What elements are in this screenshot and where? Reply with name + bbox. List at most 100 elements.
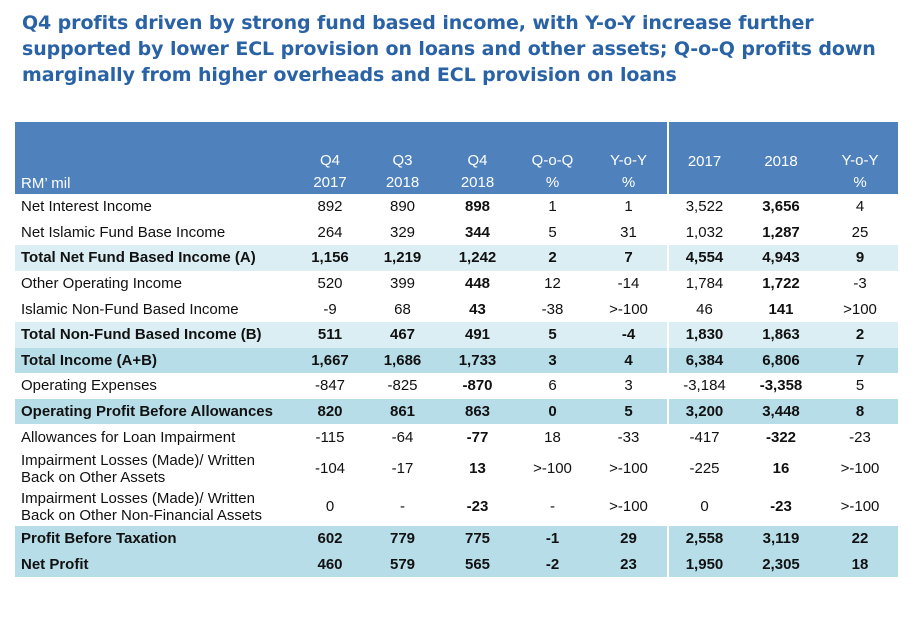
cell-value: 511 bbox=[295, 321, 365, 348]
cell-value: -825 bbox=[387, 377, 418, 395]
cell-value: 460 bbox=[295, 551, 365, 578]
row-label: Net Interest Income bbox=[21, 198, 152, 216]
row-label: Other Operating Income bbox=[21, 275, 182, 293]
table-row: Net Interest Income 892 890 898 1 1 3,522 3,656… bbox=[15, 194, 898, 220]
cell-value: 779 bbox=[365, 525, 440, 552]
slide-title: Q4 profits driven by strong fund based i… bbox=[22, 12, 876, 86]
table-row: Profit Before Taxation 602 779 775 -1 29 2,558… bbox=[15, 525, 898, 552]
cell-value: 890 bbox=[389, 198, 416, 216]
cell-value: 13 bbox=[469, 460, 486, 478]
column-header-text: Y-o-Y bbox=[841, 152, 879, 169]
cell-value: 7 bbox=[590, 245, 668, 271]
cell-value: 22 bbox=[822, 525, 898, 552]
table-row: Total Net Fund Based Income (A) 1,156 1,21… bbox=[15, 245, 898, 271]
cell-value: -64 bbox=[391, 428, 414, 446]
column-header-text: % bbox=[853, 174, 867, 191]
column-header: 2018 bbox=[740, 122, 822, 194]
financial-table: RM’ mil Q4 2017 Q3 2018 Q4 2018 Q-o-Q% Y-o-Y% 20… bbox=[15, 122, 898, 578]
cell-value: 1 bbox=[624, 198, 633, 216]
cell-value: -3,184 bbox=[667, 373, 740, 399]
cell-value: >-100 bbox=[533, 460, 572, 478]
cell-value: 264 bbox=[317, 223, 343, 241]
cell-value: 329 bbox=[389, 223, 416, 241]
table-row: Allowances for Loan Impairment -115 -64 -77… bbox=[15, 424, 898, 450]
cell-value: 775 bbox=[440, 525, 515, 552]
cell-value: 6,384 bbox=[667, 347, 740, 374]
cell-value: -115 bbox=[315, 428, 345, 446]
cell-value: 1,219 bbox=[365, 245, 440, 271]
table-row: Impairment Losses (Made)/ Written Back o… bbox=[15, 487, 898, 526]
cell-value: 399 bbox=[389, 275, 416, 293]
column-header-text: 2017 bbox=[313, 174, 347, 191]
cell-value: 5 bbox=[515, 321, 590, 348]
cell-value: >-100 bbox=[609, 460, 648, 478]
cell-value: -225 bbox=[667, 449, 740, 488]
cell-value: 4,554 bbox=[667, 245, 740, 271]
cell-value: 9 bbox=[822, 245, 898, 271]
column-header: Q-o-Q% bbox=[515, 122, 590, 194]
cell-value: -4 bbox=[590, 321, 668, 348]
row-label: Impairment Losses (Made)/ Written Back o… bbox=[21, 489, 262, 524]
unit-label: RM’ mil bbox=[15, 122, 295, 194]
cell-value: 0 bbox=[667, 487, 740, 526]
cell-value: 565 bbox=[440, 551, 515, 578]
cell-value: 29 bbox=[590, 525, 668, 552]
cell-value: 6,806 bbox=[740, 347, 822, 374]
cell-value: 5 bbox=[590, 398, 668, 425]
cell-value: 1,667 bbox=[295, 347, 365, 374]
table-row: Total Income (A+B) 1,667 1,686 1,733 3 4 6,384… bbox=[15, 347, 898, 374]
cell-value: 2 bbox=[822, 321, 898, 348]
cell-value: - bbox=[550, 498, 555, 516]
row-label: Profit Before Taxation bbox=[15, 525, 295, 552]
cell-value: 1 bbox=[548, 198, 557, 216]
cell-value: -14 bbox=[617, 275, 640, 293]
table-row: Operating Expenses -847 -825 -870 6 3 -3,184 -3… bbox=[15, 373, 898, 399]
cell-value: -3 bbox=[853, 275, 867, 293]
cell-value: 4,943 bbox=[740, 245, 822, 271]
cell-value: 8 bbox=[822, 398, 898, 425]
cell-value: 861 bbox=[365, 398, 440, 425]
row-label: Net Profit bbox=[15, 551, 295, 578]
table-row: Total Non-Fund Based Income (B) 511 467 491… bbox=[15, 321, 898, 348]
cell-value: -23 bbox=[770, 498, 792, 516]
cell-value: >-100 bbox=[609, 300, 648, 318]
column-header-text: 2017 bbox=[687, 153, 722, 170]
cell-value: -417 bbox=[667, 424, 740, 450]
cell-value: 1,733 bbox=[440, 347, 515, 374]
cell-value: 579 bbox=[365, 551, 440, 578]
cell-value: -77 bbox=[466, 428, 489, 446]
column-header-text: % bbox=[545, 174, 560, 191]
cell-value: >-100 bbox=[840, 460, 880, 478]
row-label: Impairment Losses (Made)/ Written Back o… bbox=[21, 451, 255, 486]
cell-value: 520 bbox=[317, 275, 343, 293]
cell-value: 1,686 bbox=[365, 347, 440, 374]
column-header-text: 2018 bbox=[764, 153, 798, 170]
row-label: Allowances for Loan Impairment bbox=[21, 428, 236, 446]
cell-value: 0 bbox=[515, 398, 590, 425]
cell-value: -23 bbox=[849, 428, 871, 446]
cell-value: 1,863 bbox=[740, 321, 822, 348]
cell-value: 602 bbox=[295, 525, 365, 552]
column-header-text: Q4 bbox=[319, 152, 340, 169]
column-header-text: Q4 bbox=[467, 152, 488, 169]
cell-value: -870 bbox=[462, 377, 493, 395]
cell-value: 23 bbox=[590, 551, 668, 578]
cell-value: -322 bbox=[765, 428, 797, 446]
cell-value: -847 bbox=[314, 377, 346, 395]
cell-value: 0 bbox=[325, 498, 335, 516]
cell-value: 892 bbox=[317, 198, 343, 216]
cell-value: -38 bbox=[541, 300, 564, 318]
cell-value: 1,722 bbox=[762, 275, 800, 293]
row-label: Operating Profit Before Allowances bbox=[15, 398, 295, 425]
cell-value: 2,558 bbox=[667, 525, 740, 552]
cell-value: -104 bbox=[314, 460, 346, 478]
table-row: Net Profit 460 579 565 -2 23 1,950 2,305 18 bbox=[15, 551, 898, 578]
cell-value: >-100 bbox=[840, 498, 880, 516]
cell-value: 4 bbox=[855, 198, 865, 216]
cell-value: 12 bbox=[544, 275, 561, 293]
cell-value: 1,950 bbox=[667, 551, 740, 578]
table-row: Operating Profit Before Allowances 820 861… bbox=[15, 398, 898, 425]
table-row: Net Islamic Fund Base Income 264 329 344 5 31… bbox=[15, 219, 898, 246]
cell-value: -17 bbox=[391, 460, 414, 478]
cell-value: 5 bbox=[855, 377, 865, 395]
